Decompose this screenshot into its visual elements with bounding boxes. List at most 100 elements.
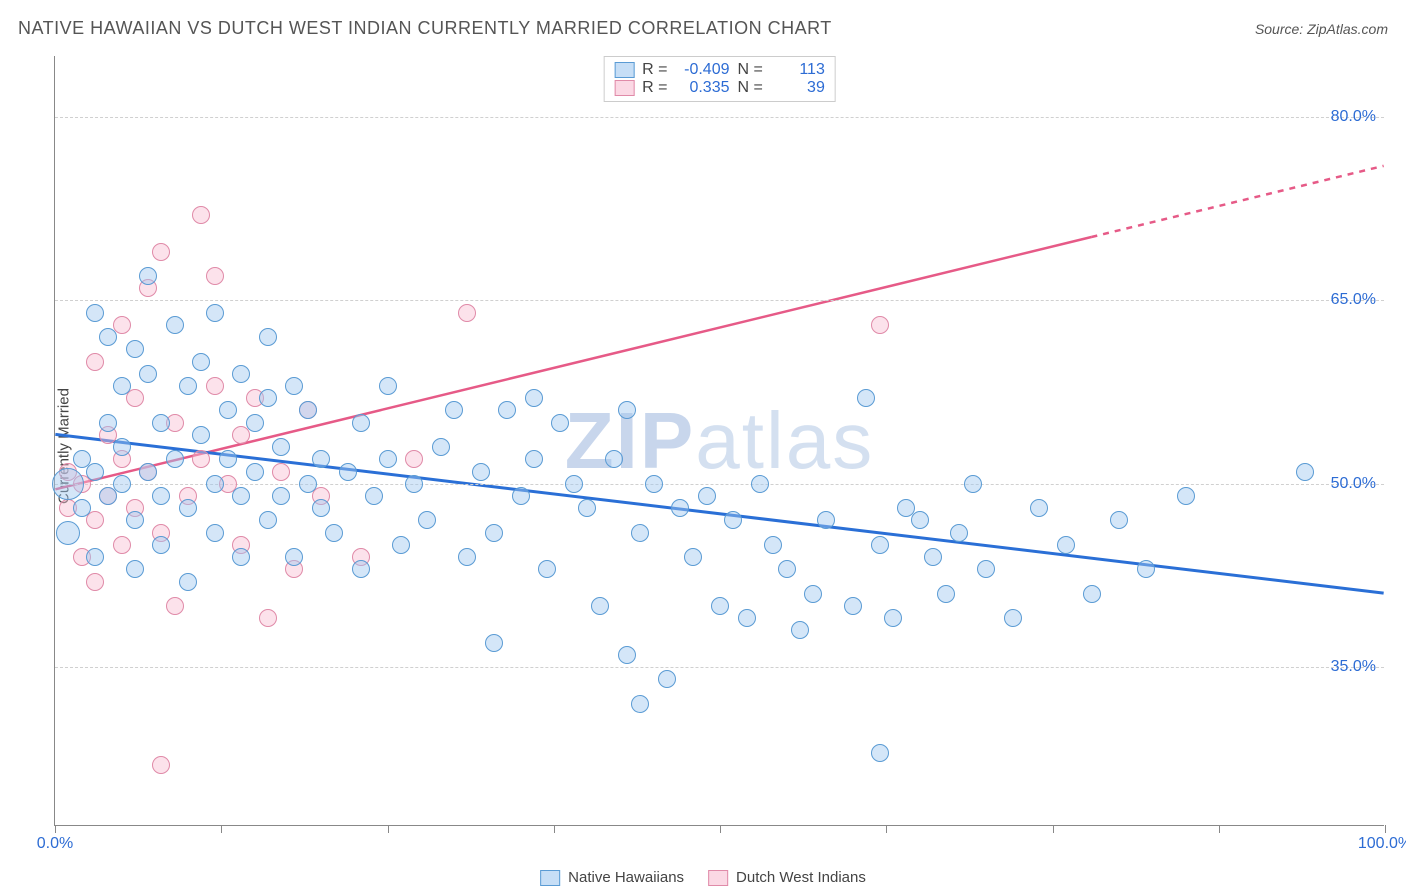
gridline-h bbox=[55, 667, 1384, 668]
scatter-point-a bbox=[924, 548, 942, 566]
chart-source: Source: ZipAtlas.com bbox=[1255, 21, 1388, 37]
x-tick bbox=[1219, 825, 1220, 833]
scatter-point-a bbox=[844, 597, 862, 615]
scatter-point-a bbox=[219, 401, 237, 419]
scatter-point-b bbox=[166, 597, 184, 615]
stats-row-series-a: R = -0.409 N = 113 bbox=[614, 61, 825, 79]
scatter-point-a bbox=[764, 536, 782, 554]
x-tick bbox=[1385, 825, 1386, 833]
scatter-point-b bbox=[113, 536, 131, 554]
x-tick bbox=[886, 825, 887, 833]
scatter-point-a bbox=[472, 463, 490, 481]
scatter-point-a bbox=[352, 560, 370, 578]
scatter-point-a bbox=[432, 438, 450, 456]
legend-swatch-b bbox=[708, 870, 728, 886]
scatter-point-a bbox=[285, 548, 303, 566]
scatter-point-a bbox=[179, 573, 197, 591]
stats-n-label: N = bbox=[738, 61, 763, 79]
scatter-point-a bbox=[352, 414, 370, 432]
swatch-series-a bbox=[614, 62, 634, 78]
stats-r-value-b: 0.335 bbox=[676, 79, 730, 97]
scatter-point-a bbox=[152, 487, 170, 505]
scatter-point-a bbox=[312, 499, 330, 517]
scatter-point-b bbox=[126, 389, 144, 407]
scatter-point-b bbox=[192, 450, 210, 468]
scatter-point-b bbox=[152, 756, 170, 774]
scatter-point-b bbox=[152, 243, 170, 261]
scatter-point-a bbox=[325, 524, 343, 542]
scatter-point-a bbox=[113, 475, 131, 493]
x-tick bbox=[388, 825, 389, 833]
scatter-point-b bbox=[192, 206, 210, 224]
scatter-point-a bbox=[232, 365, 250, 383]
scatter-point-a bbox=[86, 463, 104, 481]
scatter-point-a bbox=[139, 267, 157, 285]
scatter-point-a bbox=[512, 487, 530, 505]
scatter-point-a bbox=[1004, 609, 1022, 627]
scatter-point-a bbox=[1030, 499, 1048, 517]
scatter-point-a bbox=[578, 499, 596, 517]
scatter-point-a bbox=[1057, 536, 1075, 554]
scatter-point-a bbox=[56, 521, 80, 545]
scatter-point-a bbox=[751, 475, 769, 493]
scatter-point-a bbox=[857, 389, 875, 407]
x-tick bbox=[221, 825, 222, 833]
scatter-point-a bbox=[272, 487, 290, 505]
scatter-point-a bbox=[192, 353, 210, 371]
trendline-b-dashed bbox=[1091, 166, 1383, 237]
gridline-h bbox=[55, 117, 1384, 118]
scatter-point-a bbox=[631, 695, 649, 713]
scatter-point-a bbox=[485, 524, 503, 542]
scatter-point-a bbox=[299, 401, 317, 419]
legend-item-a: Native Hawaiians bbox=[540, 869, 684, 886]
y-tick-label: 80.0% bbox=[1331, 108, 1376, 126]
scatter-point-a bbox=[445, 401, 463, 419]
scatter-point-a bbox=[538, 560, 556, 578]
watermark: ZIPatlas bbox=[565, 395, 874, 487]
scatter-point-a bbox=[911, 511, 929, 529]
scatter-point-a bbox=[166, 450, 184, 468]
scatter-point-a bbox=[738, 609, 756, 627]
scatter-point-a bbox=[551, 414, 569, 432]
scatter-point-a bbox=[379, 377, 397, 395]
scatter-point-a bbox=[99, 328, 117, 346]
scatter-point-b bbox=[272, 463, 290, 481]
scatter-point-a bbox=[152, 536, 170, 554]
stats-row-series-b: R = 0.335 N = 39 bbox=[614, 79, 825, 97]
x-tick bbox=[1053, 825, 1054, 833]
scatter-point-a bbox=[126, 511, 144, 529]
scatter-point-b bbox=[206, 267, 224, 285]
gridline-h bbox=[55, 300, 1384, 301]
scatter-point-a bbox=[684, 548, 702, 566]
scatter-point-a bbox=[246, 463, 264, 481]
scatter-point-a bbox=[152, 414, 170, 432]
scatter-point-a bbox=[365, 487, 383, 505]
scatter-point-b bbox=[86, 353, 104, 371]
scatter-point-a bbox=[791, 621, 809, 639]
bottom-legend: Native Hawaiians Dutch West Indians bbox=[540, 869, 866, 886]
scatter-point-a bbox=[86, 548, 104, 566]
scatter-point-a bbox=[724, 511, 742, 529]
x-tick bbox=[554, 825, 555, 833]
stats-n-value-a: 113 bbox=[771, 61, 825, 79]
scatter-point-a bbox=[937, 585, 955, 603]
scatter-point-a bbox=[259, 328, 277, 346]
scatter-point-a bbox=[964, 475, 982, 493]
stats-n-value-b: 39 bbox=[771, 79, 825, 97]
scatter-point-a bbox=[1296, 463, 1314, 481]
stats-r-value-a: -0.409 bbox=[676, 61, 730, 79]
x-tick-label-right: 100.0% bbox=[1358, 835, 1406, 853]
x-tick bbox=[55, 825, 56, 833]
scatter-point-a bbox=[804, 585, 822, 603]
scatter-point-a bbox=[1083, 585, 1101, 603]
scatter-point-a bbox=[179, 377, 197, 395]
scatter-point-a bbox=[52, 468, 84, 500]
scatter-point-a bbox=[379, 450, 397, 468]
scatter-point-a bbox=[232, 548, 250, 566]
scatter-point-a bbox=[977, 560, 995, 578]
scatter-point-a bbox=[206, 475, 224, 493]
legend-label-b: Dutch West Indians bbox=[736, 869, 866, 886]
scatter-point-a bbox=[299, 475, 317, 493]
scatter-point-a bbox=[565, 475, 583, 493]
scatter-point-b bbox=[405, 450, 423, 468]
